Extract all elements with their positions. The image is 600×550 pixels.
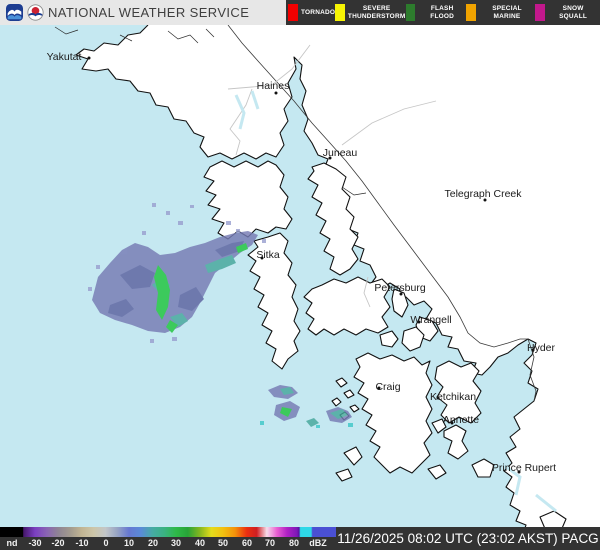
warning-label: TORNADO <box>301 8 336 16</box>
warning-label: SPECIAL MARINE <box>492 5 522 20</box>
city-dot-ketchikan <box>436 396 440 400</box>
city-dot-prince-rupert <box>517 470 521 474</box>
city-label-juneau: Juneau <box>322 147 358 159</box>
city-dot-wrangell <box>417 320 421 324</box>
warning-swatch <box>535 4 546 21</box>
radar-map[interactable]: Yakutat Haines Juneau Telegraph Creek Sitka P… <box>0 25 600 550</box>
city-dot-juneau <box>328 156 332 160</box>
site-title: NATIONAL WEATHER SERVICE <box>48 5 250 20</box>
colorbar-gradient <box>0 527 336 537</box>
terrain-lines <box>54 26 367 196</box>
top-bar: NATIONAL WEATHER SERVICE TORNADO SEVERE T… <box>0 0 600 25</box>
city-dot-annette <box>450 421 454 425</box>
radar-echo-green <box>154 243 292 417</box>
warning-item-snow-squall: SNOW SQUALL <box>535 4 598 21</box>
colorbar-tick-40: 40 <box>194 538 206 548</box>
city-label-sitka: Sitka <box>256 249 280 261</box>
city-label-haines: Haines <box>256 80 290 92</box>
colorbar-tick--30: -30 <box>28 538 42 548</box>
fjord-inlets <box>234 90 557 513</box>
colorbar-tick-80: 80 <box>288 538 300 548</box>
city-dot-yakutat <box>87 56 91 60</box>
city-label-prince-rupert: Prince Rupert <box>491 462 557 474</box>
warning-item-flash-flood: FLASH FLOOD <box>405 4 466 21</box>
city-label-petersburg: Petersburg <box>374 282 426 294</box>
radar-echo-speckles <box>88 203 266 343</box>
reflectivity-colorbar: nd -30 -20 -10 0 10 20 30 40 50 60 70 80 dBZ <box>0 527 336 550</box>
colorbar-tick-50: 50 <box>217 538 229 548</box>
warning-swatch <box>405 4 416 21</box>
colorbar-tick--20: -20 <box>51 538 65 548</box>
city-dot-sitka <box>260 256 264 260</box>
city-label-annette: Annette <box>442 414 480 426</box>
city-label-craig: Craig <box>375 381 401 393</box>
city-dot-haines <box>274 91 278 95</box>
city-dot-craig <box>377 386 381 390</box>
warning-swatch <box>288 4 298 21</box>
colorbar-tick-30: 30 <box>170 538 182 548</box>
radar-echo-dark <box>108 241 244 317</box>
colorbar-tick-20: 20 <box>147 538 159 548</box>
bottom-bar: nd -30 -20 -10 0 10 20 30 40 50 60 70 80 dBZ 11/26/20… <box>0 527 600 550</box>
colorbar-tick-dBZ: dBZ <box>309 538 327 548</box>
warning-item-special-marine: SPECIAL MARINE <box>465 4 536 21</box>
city-label-ketchikan: Ketchikan <box>429 391 477 403</box>
nws-logo <box>27 4 44 21</box>
warning-swatch <box>465 4 476 21</box>
branding-bar: NATIONAL WEATHER SERVICE <box>0 0 286 25</box>
colorbar-tick-nd: nd <box>6 538 18 548</box>
timestamp: 11/26/2025 08:02 UTC (23:02 AKST) PACG <box>337 531 599 546</box>
warning-label: FLASH FLOOD <box>430 5 455 20</box>
land-islands <box>203 160 567 534</box>
city-label-telegraph-creek: Telegraph Creek <box>444 188 522 200</box>
warning-label: SNOW SQUALL <box>559 5 588 20</box>
radar-echo-layer <box>88 203 353 428</box>
city-dot-petersburg <box>399 292 403 296</box>
land-mainland <box>76 25 600 550</box>
warning-legend: TORNADO SEVERE THUNDERSTORM FLASH FLOOD SPE… <box>286 0 600 25</box>
map-canvas <box>0 25 600 550</box>
colorbar-tick-70: 70 <box>264 538 276 548</box>
city-label-wrangell: Wrangell <box>410 314 452 326</box>
warning-label: SEVERE THUNDERSTORM <box>347 5 406 20</box>
colorbar-tick--10: -10 <box>75 538 89 548</box>
timestamp-section: 11/26/2025 08:02 UTC (23:02 AKST) PACG <box>336 527 600 550</box>
colorbar-tick-10: 10 <box>123 538 135 548</box>
warning-item-tornado: TORNADO <box>288 4 335 21</box>
noaa-logo <box>6 4 23 21</box>
city-dot-telegraph-creek <box>483 198 487 202</box>
gray-boundaries <box>227 44 437 308</box>
warning-item-severe-thunderstorm: SEVERE THUNDERSTORM <box>335 4 406 21</box>
colorbar-tick-0: 0 <box>103 538 109 548</box>
warning-swatch <box>335 4 345 21</box>
city-dot-hyder <box>531 348 535 352</box>
radar-echo-cyan <box>260 421 353 428</box>
colorbar-tick-60: 60 <box>241 538 253 548</box>
city-label-hyder: Hyder <box>526 342 556 354</box>
city-label-yakutat: Yakutat <box>46 51 82 63</box>
